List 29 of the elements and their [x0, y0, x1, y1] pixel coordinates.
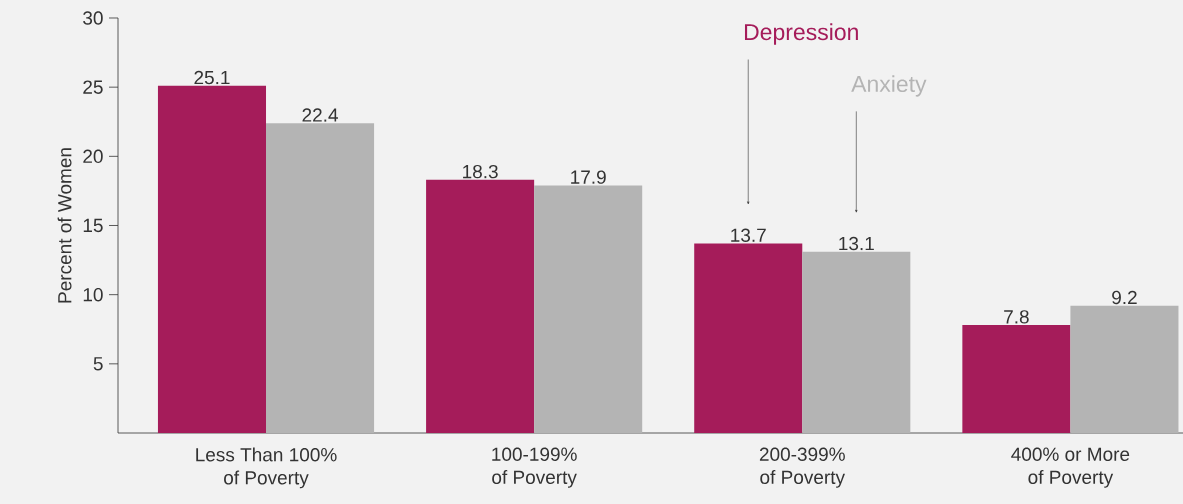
bar — [694, 243, 803, 433]
bar — [534, 185, 643, 433]
data-label: 22.4 — [302, 108, 338, 122]
bar — [802, 251, 911, 433]
data-label: 9.2 — [1112, 290, 1137, 305]
bar — [1070, 305, 1179, 433]
data-label: 25.1 — [194, 70, 230, 85]
bar — [426, 179, 535, 433]
bar — [962, 325, 1071, 433]
bar — [266, 123, 375, 433]
x-tick-label: 400% or More of Poverty — [1011, 447, 1130, 488]
y-tick-label: 30 — [83, 11, 103, 25]
y-tick-label: 15 — [83, 218, 103, 233]
x-tick-label: 200-399% of Poverty — [759, 447, 845, 488]
y-axis-title: Percent of Women — [57, 148, 72, 303]
data-label: 17.9 — [571, 170, 606, 184]
y-tick-label: 25 — [83, 80, 103, 94]
text: Anxiety — [851, 75, 927, 97]
bar — [157, 85, 267, 433]
y-tick-label: 10 — [83, 287, 103, 302]
data-label: 13.1 — [839, 236, 874, 251]
y-tick-label: 5 — [93, 357, 103, 371]
data-label: 7.8 — [1004, 310, 1029, 324]
data-label: 18.3 — [463, 164, 498, 179]
x-tick-label: Less Than 100% of Poverty — [196, 447, 337, 489]
text: Depression — [744, 23, 858, 45]
x-tick-label: 100-199% of Poverty — [492, 447, 577, 488]
data-label: 13.7 — [731, 228, 766, 242]
y-tick-label: 20 — [83, 149, 103, 164]
